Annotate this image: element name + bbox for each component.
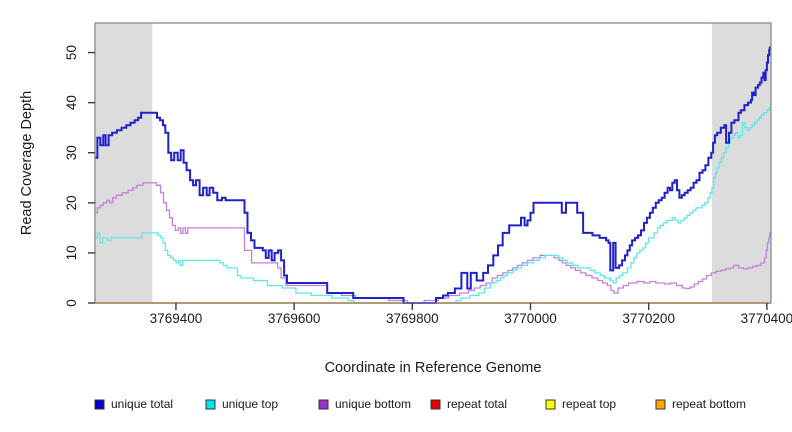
y-tick-label: 30 [64, 145, 79, 160]
axes-ticks-and-labels: 3769400 3769600 3769800 3770000 3770200 37704… [64, 45, 792, 326]
x-tick-label: 3769600 [268, 311, 321, 326]
legend-label-unique-total: unique total [111, 397, 173, 411]
legend-swatch-repeat-bottom [655, 399, 666, 410]
y-tick-label: 20 [64, 195, 79, 210]
x-axis-title: Coordinate in Reference Genome [325, 360, 542, 376]
legend-swatch-unique-bottom [318, 399, 329, 410]
y-tick-label: 10 [64, 245, 79, 260]
legend-label-repeat-top: repeat top [562, 397, 616, 411]
legend-swatch-repeat-total [430, 399, 441, 410]
y-tick-label: 0 [64, 299, 79, 307]
legend-label-repeat-total: repeat total [447, 397, 507, 411]
legend-swatch-repeat-top [545, 399, 556, 410]
y-tick-label: 40 [64, 95, 79, 110]
coverage-series-lines [95, 46, 771, 304]
legend-label-repeat-bottom: repeat bottom [672, 397, 746, 411]
series-line-unique-total [95, 46, 771, 304]
legend-swatch-unique-total [94, 399, 105, 410]
shaded-repeat-bands [95, 23, 771, 303]
legend: unique total unique top unique bottom repea… [94, 397, 746, 411]
legend-swatch-unique-top [205, 399, 216, 410]
plot-frame [94, 22, 772, 304]
legend-label-unique-top: unique top [222, 397, 278, 411]
x-tick-label: 3769800 [386, 311, 439, 326]
legend-label-unique-bottom: unique bottom [335, 397, 411, 411]
x-tick-label: 3770400 [741, 311, 792, 326]
x-tick-label: 3770200 [622, 311, 675, 326]
x-tick-label: 3769400 [150, 311, 203, 326]
x-tick-label: 3770000 [504, 311, 557, 326]
series-line-unique-bottom [95, 182, 771, 304]
series-line-unique-top [95, 107, 771, 304]
left-repeat-region [95, 23, 153, 303]
y-tick-label: 50 [64, 45, 79, 60]
plot-border [94, 22, 772, 304]
y-axis-title: Read Coverage Depth [19, 91, 35, 235]
